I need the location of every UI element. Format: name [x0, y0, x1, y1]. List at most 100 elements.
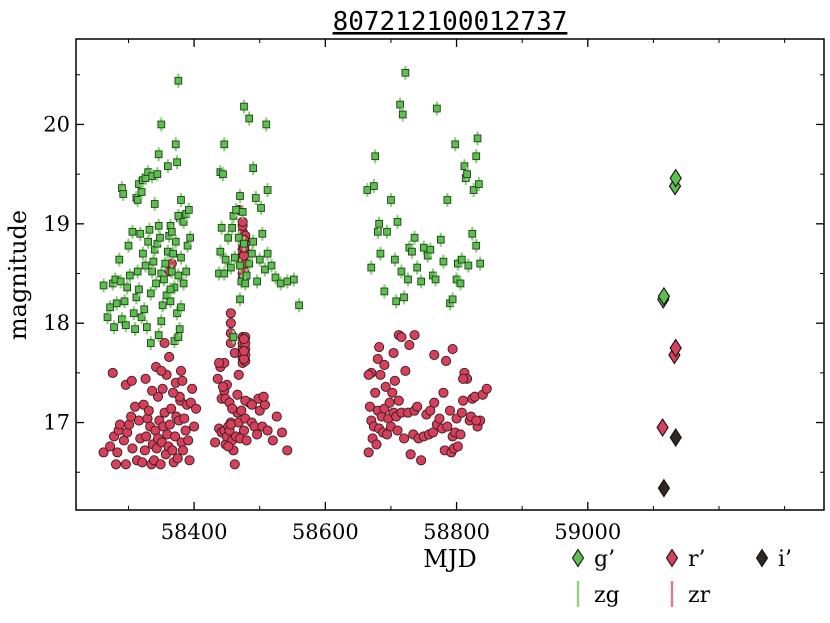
zr-point	[409, 330, 420, 341]
zr-point	[374, 341, 385, 353]
zr-point	[241, 435, 252, 446]
zg-point	[185, 206, 193, 214]
zr-point	[381, 429, 393, 440]
zr-point	[393, 395, 404, 406]
zr-point	[364, 401, 376, 412]
zr-point	[425, 405, 436, 416]
zg-point	[179, 279, 188, 288]
zg-point	[230, 253, 239, 262]
zg-point	[146, 289, 155, 298]
zg-point	[154, 331, 163, 339]
zg-point	[463, 170, 471, 178]
zg-point	[112, 299, 121, 308]
zg-point	[145, 225, 154, 234]
zr-point	[114, 419, 126, 430]
zg-point	[224, 233, 233, 242]
zg-point	[241, 279, 250, 288]
zg-point	[143, 323, 151, 332]
zr-point	[183, 435, 194, 446]
zr-point	[252, 429, 263, 440]
zg-point	[433, 104, 441, 113]
zg-point	[171, 140, 180, 149]
zg-point	[376, 249, 385, 258]
zg-point	[232, 206, 240, 214]
zg-point	[120, 297, 129, 306]
zg-point	[295, 301, 303, 310]
zr-point	[434, 413, 445, 424]
zg-point	[255, 255, 264, 264]
zg-point	[475, 180, 483, 188]
zr-point	[471, 415, 482, 426]
zg-point	[469, 186, 478, 194]
zg-point	[110, 323, 118, 332]
zg-point	[157, 120, 166, 129]
zg-point	[119, 190, 128, 198]
zr-point	[175, 365, 187, 376]
zr-point	[396, 332, 407, 343]
zg-point	[122, 321, 130, 330]
legend: g’ r’ i’ zg zr	[571, 547, 792, 608]
zg-point	[136, 229, 145, 238]
zg-point	[276, 279, 285, 288]
zg-point	[128, 227, 137, 236]
zg-point	[236, 295, 244, 304]
zg-point	[174, 333, 183, 341]
zr-point	[164, 351, 175, 363]
zg-point	[158, 301, 167, 310]
zg-point	[137, 188, 146, 196]
zr-point	[232, 389, 243, 400]
zr-point	[189, 421, 200, 432]
y-tick-label: 19	[43, 212, 70, 236]
zr-point	[392, 425, 403, 436]
zg-point	[123, 283, 132, 292]
x-axis-label: MJD	[423, 545, 476, 573]
zg-point	[289, 275, 298, 284]
plot-frame	[75, 38, 825, 511]
zg-point	[177, 303, 185, 312]
zg-point	[116, 277, 125, 286]
zg-point	[124, 241, 133, 250]
zr-point	[147, 385, 158, 396]
zg-point	[169, 249, 177, 258]
zg-point	[468, 229, 477, 238]
legend-marker	[755, 548, 769, 568]
zg-point	[141, 261, 150, 270]
zr-point	[276, 427, 288, 438]
zg-point	[140, 305, 149, 314]
zr-point	[107, 367, 118, 378]
legend-marker	[665, 548, 679, 568]
zr-point	[166, 403, 177, 414]
zg-point	[106, 303, 114, 312]
zg-point	[171, 237, 180, 246]
zr-point	[212, 373, 223, 384]
zg-point	[436, 235, 445, 244]
zg-point	[476, 259, 485, 268]
diamond-point	[657, 286, 671, 306]
zg-point	[417, 277, 425, 286]
zg-point	[161, 259, 170, 268]
zr-point	[98, 447, 109, 458]
zr-point	[110, 459, 122, 470]
zg-point	[220, 269, 229, 278]
zg-point	[456, 279, 465, 288]
zg-point	[229, 333, 238, 341]
zr-point	[133, 415, 145, 426]
zg-point	[167, 267, 176, 276]
zg-point	[133, 267, 142, 276]
zg-point	[472, 152, 481, 161]
zg-point	[179, 217, 188, 226]
zr-point	[164, 419, 175, 430]
zr-point	[441, 355, 452, 366]
zr-point	[225, 308, 236, 319]
y-tick-label: 18	[43, 311, 70, 335]
zg-point	[125, 271, 134, 280]
zg-point	[391, 255, 399, 264]
zg-point	[383, 227, 391, 236]
zr-point	[372, 353, 383, 365]
zr-point	[120, 459, 131, 470]
zg-point	[380, 287, 389, 296]
zg-point	[137, 313, 146, 322]
zg-point	[245, 259, 254, 268]
zr-point	[238, 425, 250, 436]
zg-point	[373, 227, 382, 236]
